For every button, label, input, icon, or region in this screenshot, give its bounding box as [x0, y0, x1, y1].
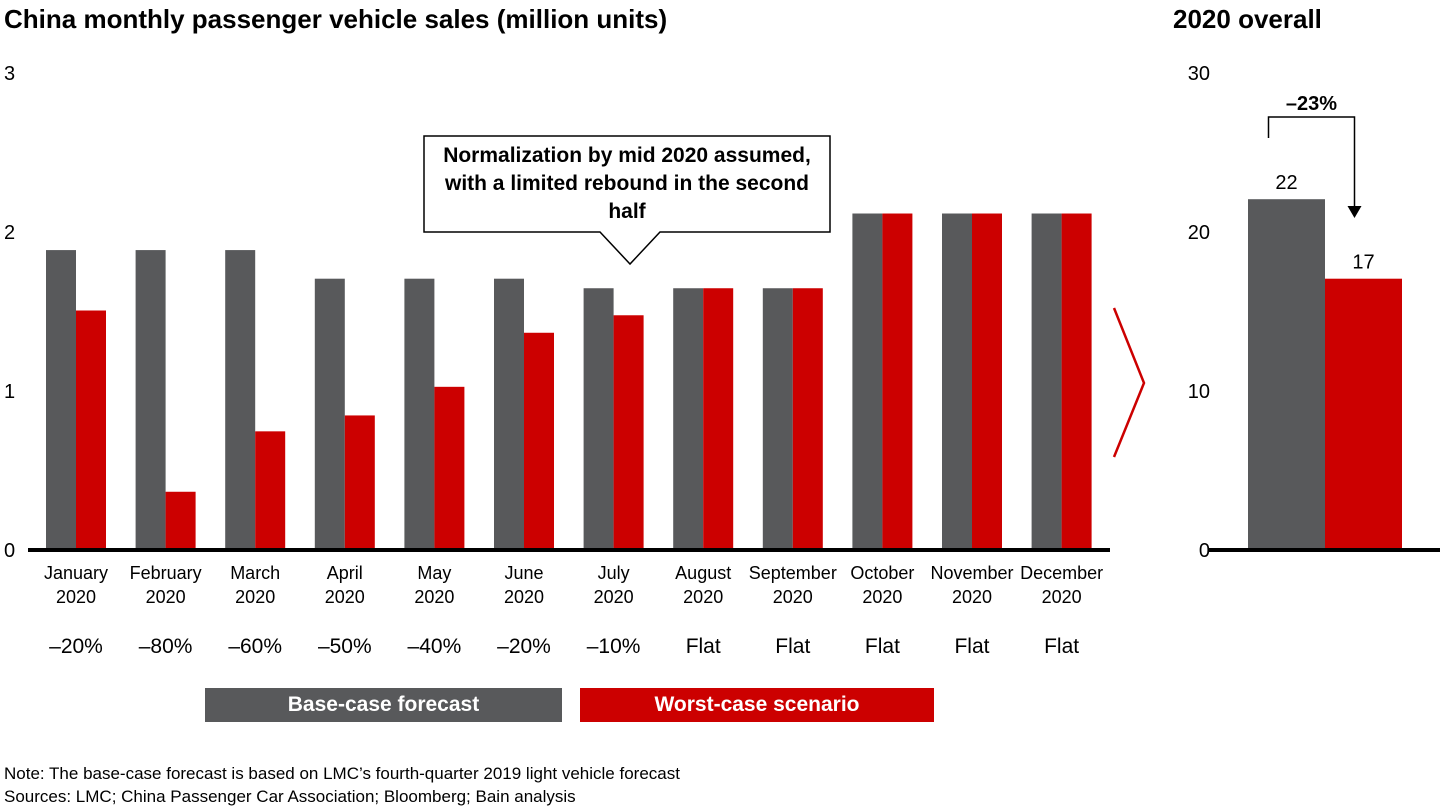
- bar-worst: [434, 386, 465, 549]
- change-label: –40%: [408, 635, 462, 658]
- chevron-right-icon: [1112, 307, 1146, 458]
- bar-base: [1248, 199, 1325, 549]
- bar-worst: [255, 431, 286, 549]
- change-label: –60%: [228, 635, 282, 658]
- bar-worst: [972, 213, 1002, 549]
- bar-worst: [1061, 213, 1092, 549]
- y-tick-label: 2: [4, 222, 15, 244]
- bar-worst: [613, 315, 644, 549]
- x-tick-label: July: [598, 563, 630, 583]
- bar-base: [314, 278, 345, 549]
- footnote: Note: The base-case forecast is based on…: [4, 764, 680, 783]
- callout-text: Normalization by mid 2020 assumed, with …: [443, 144, 811, 223]
- x-tick-label-year: 2020: [325, 587, 365, 607]
- y-tick-label: 1: [4, 381, 15, 403]
- change-label: –20%: [497, 635, 551, 658]
- bar-worst: [344, 415, 375, 549]
- bar-base: [135, 250, 166, 549]
- bar-base: [852, 213, 883, 549]
- x-tick-label-year: 2020: [504, 587, 544, 607]
- x-tick-label-year: 2020: [414, 587, 454, 607]
- y-tick-label: 30: [1188, 63, 1210, 85]
- x-tick-label: September: [749, 563, 837, 583]
- y-tick-label: 0: [1199, 540, 1210, 562]
- x-tick-label-year: 2020: [773, 587, 813, 607]
- overall-chart: 0 10 20 30 22 17 –23%: [1188, 63, 1440, 562]
- change-label: Flat: [954, 635, 989, 658]
- change-bracket: [1267, 116, 1356, 206]
- x-tick-label: October: [850, 563, 914, 583]
- bar-base: [583, 288, 614, 549]
- change-label: –80%: [139, 635, 193, 658]
- x-tick-label-year: 2020: [594, 587, 634, 607]
- x-tick-label: August: [675, 563, 731, 583]
- change-label: –20%: [49, 635, 103, 658]
- legend-worst-label: Worst-case scenario: [654, 693, 860, 716]
- x-tick-label-year: 2020: [56, 587, 96, 607]
- change-label: Flat: [775, 635, 810, 658]
- callout-bubble: [423, 135, 831, 266]
- x-tick-label: March: [230, 563, 280, 583]
- x-tick-label: May: [417, 563, 451, 583]
- change-label: –10%: [587, 635, 641, 658]
- bar-base: [942, 213, 972, 549]
- legend-worst: Worst-case scenario: [580, 688, 934, 722]
- bar-worst: [524, 332, 554, 549]
- x-tick-label: December: [1020, 563, 1103, 583]
- change-label: Flat: [686, 635, 721, 658]
- bar-worst: [882, 213, 913, 549]
- x-tick-label-year: 2020: [862, 587, 902, 607]
- y-tick-label: 3: [4, 63, 15, 85]
- monthly-chart: 0 1 2 3 January 2020 –20% February 2020 –80% March…: [4, 63, 1110, 658]
- chart-title: China monthly passenger vehicle sales (m…: [4, 4, 668, 34]
- x-tick-label-year: 2020: [683, 587, 723, 607]
- bar-base: [494, 278, 524, 549]
- x-tick-label: June: [504, 563, 543, 583]
- bar-base: [225, 250, 256, 549]
- x-tick-label: January: [44, 563, 108, 583]
- change-annotation: –23%: [1286, 93, 1337, 115]
- x-tick-label: April: [327, 563, 363, 583]
- x-tick-label-year: 2020: [235, 587, 275, 607]
- y-tick-label: 0: [4, 540, 15, 562]
- x-tick-label-year: 2020: [1042, 587, 1082, 607]
- bar-worst: [1325, 278, 1402, 549]
- bar-base: [762, 288, 793, 549]
- arrow-down-icon: [1347, 206, 1362, 218]
- bar-worst: [703, 288, 734, 549]
- y-tick-label: 20: [1188, 222, 1210, 244]
- bar-worst: [792, 288, 823, 549]
- data-label: 22: [1275, 172, 1297, 194]
- x-tick-label-year: 2020: [146, 587, 186, 607]
- overall-title: 2020 overall: [1173, 4, 1322, 34]
- data-label: 17: [1352, 252, 1374, 274]
- legend-base-label: Base-case forecast: [287, 693, 480, 716]
- x-tick-label-year: 2020: [952, 587, 992, 607]
- x-tick-label: February: [130, 563, 202, 583]
- change-label: –50%: [318, 635, 372, 658]
- y-tick-label: 10: [1188, 381, 1210, 403]
- x-tick-label: November: [930, 563, 1013, 583]
- sources: Sources: LMC; China Passenger Car Associ…: [4, 787, 576, 806]
- bar-base: [1031, 213, 1062, 549]
- bar-base: [404, 278, 435, 549]
- change-label: Flat: [865, 635, 900, 658]
- bar-worst: [76, 310, 106, 549]
- bar-base: [46, 250, 76, 549]
- legend-base: Base-case forecast: [205, 688, 562, 722]
- change-label: Flat: [1044, 635, 1079, 658]
- bar-worst: [165, 491, 196, 549]
- bar-base: [673, 288, 704, 549]
